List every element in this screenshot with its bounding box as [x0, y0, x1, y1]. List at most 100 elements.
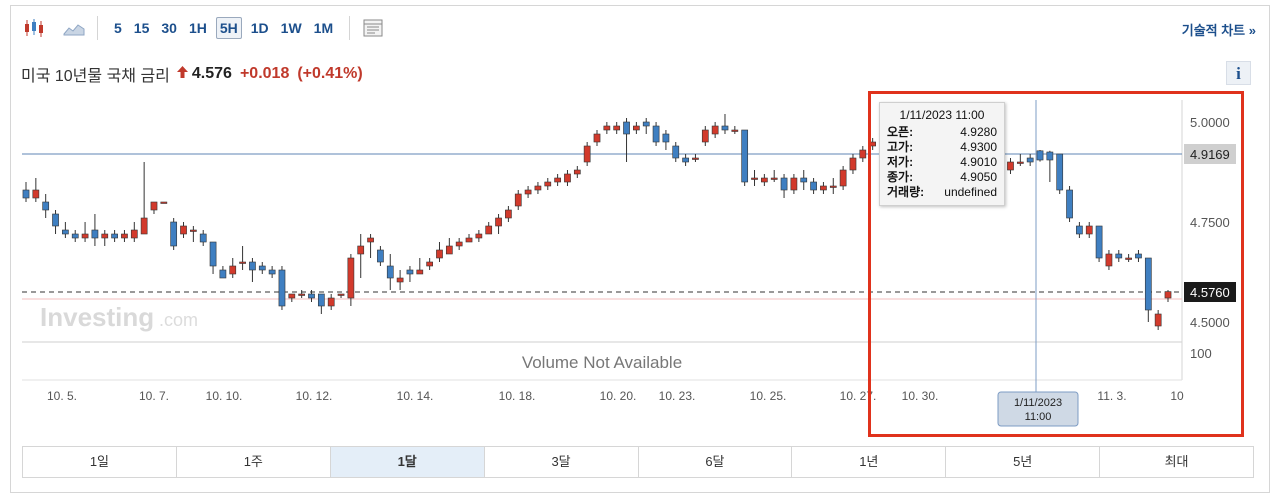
candle-body[interactable] [71, 233, 79, 239]
candle-body[interactable] [62, 229, 69, 235]
candle-body[interactable] [436, 249, 443, 259]
timeframe-1m[interactable]: 1M [313, 20, 334, 36]
candle-body[interactable] [42, 201, 50, 211]
candle-body[interactable] [701, 129, 709, 143]
candle-body[interactable] [721, 125, 729, 131]
candle-body[interactable] [32, 189, 40, 199]
candle-body[interactable] [593, 133, 601, 143]
candle-body[interactable] [800, 177, 808, 183]
candle-body[interactable] [711, 125, 719, 135]
period-1w[interactable]: 1주 [177, 447, 331, 477]
candle-body[interactable] [357, 245, 365, 255]
candle-body[interactable] [1046, 151, 1054, 161]
candle-body[interactable] [396, 277, 404, 283]
candle-body[interactable] [495, 217, 502, 227]
period-1m[interactable]: 1달 [330, 447, 485, 477]
candle-body[interactable] [859, 149, 867, 159]
candle-body[interactable] [130, 229, 138, 239]
candle-body[interactable] [692, 157, 699, 160]
candle-body[interactable] [642, 121, 650, 127]
candle-body[interactable] [1105, 253, 1113, 267]
candle-body[interactable] [268, 269, 276, 275]
candle-body[interactable] [160, 201, 168, 204]
candle-body[interactable] [1095, 225, 1103, 259]
timeframe-1w[interactable]: 1W [280, 20, 302, 36]
candle-body[interactable] [741, 129, 749, 183]
period-1y[interactable]: 1년 [792, 447, 947, 477]
candle-body[interactable] [140, 217, 148, 235]
candle-body[interactable] [386, 265, 394, 279]
candle-body[interactable] [544, 181, 552, 187]
timeframe-1d[interactable]: 1D [250, 20, 269, 36]
candle-body[interactable] [170, 221, 178, 247]
candle-body[interactable] [416, 269, 424, 275]
candle-body[interactable] [583, 145, 591, 163]
candle-body[interactable] [810, 181, 817, 191]
candle-body[interactable] [662, 133, 670, 143]
candle-body[interactable] [288, 293, 296, 299]
candle-body[interactable] [505, 209, 512, 219]
candle-body[interactable] [180, 225, 187, 235]
candle-body[interactable] [455, 241, 463, 247]
candle-body[interactable] [1125, 257, 1132, 260]
candle-body[interactable] [869, 141, 877, 147]
candle-body[interactable] [1066, 189, 1073, 219]
candle-body[interactable] [839, 169, 847, 187]
candle-body[interactable] [1115, 253, 1123, 259]
candle-body[interactable] [406, 269, 414, 275]
candle-body[interactable] [613, 125, 621, 131]
timeframe-15[interactable]: 15 [133, 20, 150, 36]
candle-body[interactable] [1144, 257, 1152, 311]
candle-body[interactable] [308, 293, 315, 299]
candle-body[interactable] [347, 257, 355, 299]
candle-body[interactable] [820, 185, 827, 191]
candle-body[interactable] [475, 233, 483, 239]
technical-chart-link[interactable]: 기술적 차트 » [1181, 23, 1256, 38]
candle-body[interactable] [829, 185, 837, 188]
candle-body[interactable] [485, 225, 493, 235]
candle-body[interactable] [633, 125, 640, 131]
info-button[interactable]: i [1226, 61, 1251, 85]
candle-body[interactable] [91, 229, 99, 239]
candle-body[interactable] [1056, 153, 1064, 191]
period-5y[interactable]: 5년 [946, 447, 1101, 477]
price-chart[interactable]: Investing .com 5.0000 4.7500 4.5000 100 … [0, 0, 1280, 440]
candle-body[interactable] [603, 125, 611, 131]
candle-body[interactable] [81, 233, 89, 239]
candle-body[interactable] [190, 229, 197, 232]
timeframe-5[interactable]: 5 [114, 20, 122, 36]
candle-body[interactable] [327, 297, 335, 307]
candle-body[interactable] [652, 125, 660, 143]
candle-body[interactable] [258, 265, 266, 271]
candle-body[interactable] [1026, 157, 1034, 163]
area-chart-type-icon[interactable] [61, 16, 87, 40]
candle-body[interactable] [524, 189, 532, 195]
candle-body[interactable] [278, 269, 286, 307]
candle-body[interactable] [623, 121, 630, 135]
candle-body[interactable] [367, 237, 374, 243]
candle-body[interactable] [377, 249, 384, 263]
candle-body[interactable] [849, 157, 857, 171]
candle-body[interactable] [1154, 313, 1162, 327]
candle-body[interactable] [239, 261, 246, 264]
timeframe-30[interactable]: 30 [161, 20, 177, 36]
timeframe-1h[interactable]: 1H [188, 20, 207, 36]
candle-body[interactable] [199, 233, 207, 243]
candle-body[interactable] [52, 213, 59, 227]
candle-body[interactable] [1164, 291, 1172, 299]
candle-body[interactable] [1007, 161, 1014, 171]
candle-body[interactable] [751, 177, 758, 180]
candle-body[interactable] [554, 177, 561, 183]
candle-body[interactable] [672, 145, 680, 159]
candle-body[interactable] [209, 241, 217, 267]
candle-body[interactable] [426, 261, 433, 267]
candle-body[interactable] [731, 129, 739, 132]
candle-body[interactable] [298, 293, 306, 296]
candle-body[interactable] [317, 293, 325, 307]
period-6m[interactable]: 6달 [639, 447, 793, 477]
candle-body[interactable] [101, 233, 109, 239]
candle-body[interactable] [1076, 225, 1083, 235]
candle-body[interactable] [770, 177, 778, 180]
candle-body[interactable] [465, 237, 473, 243]
candle-body[interactable] [564, 173, 571, 183]
